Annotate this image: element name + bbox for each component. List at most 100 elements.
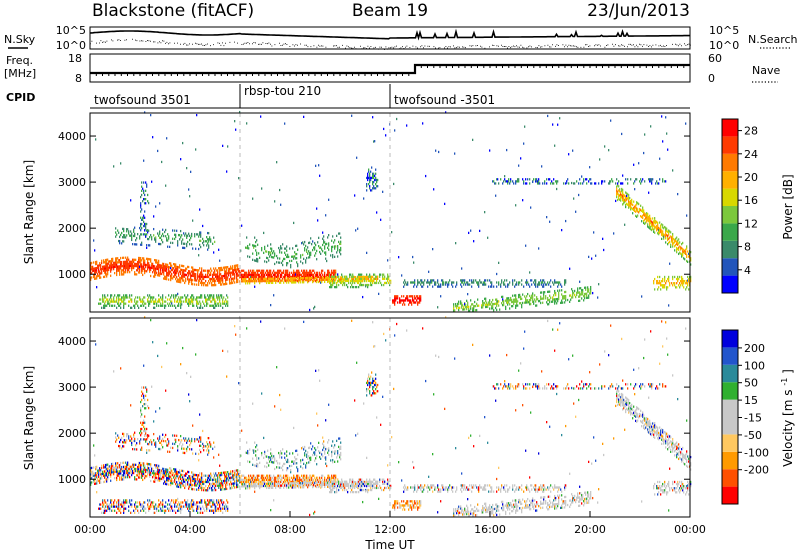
power-cell-2881 <box>493 285 495 288</box>
velocity-cell-1033 <box>193 477 195 481</box>
power-cell-1224 <box>212 296 214 299</box>
power-cell-1742 <box>278 277 280 280</box>
power-cell-38 <box>96 271 98 274</box>
velocity-cell-916 <box>182 484 184 487</box>
power-cell-1530 <box>253 275 255 279</box>
velocity-cell-711 <box>161 443 163 447</box>
power-cell-2595 <box>406 295 408 298</box>
power-cell-3177 <box>550 182 552 185</box>
power-cell-1897 <box>297 269 299 272</box>
power-cell-2988 <box>515 306 517 309</box>
power-cell-429 <box>138 263 140 266</box>
power-cell-880 <box>178 233 180 237</box>
power-cell-2452 <box>370 176 372 180</box>
velocity-cell-53 <box>98 507 100 510</box>
power-cell-1319 <box>222 268 224 272</box>
power-cell-948 <box>185 269 187 272</box>
power-cell-2887 <box>495 306 497 310</box>
power-cell-2109 <box>323 239 325 242</box>
power-cell-2834 <box>482 299 484 303</box>
velocity-cell-670 <box>157 354 159 358</box>
power-cell-1785 <box>284 251 286 254</box>
velocity-cell-245 <box>120 470 122 473</box>
power-cell-2453 <box>370 170 372 173</box>
velocity-cell-60 <box>99 507 101 510</box>
power-cell-2458 <box>371 279 373 283</box>
power-cell-3296 <box>579 293 581 296</box>
power-cell-447 <box>140 265 142 268</box>
power-cell-1968 <box>306 269 308 272</box>
power-cell-325 <box>127 271 129 274</box>
power-cell-122 <box>106 298 108 301</box>
power-cell-1142 <box>204 275 206 279</box>
power-cell-3270 <box>572 296 574 299</box>
power-cell-3160 <box>547 290 549 293</box>
power-cell-241 <box>119 242 121 245</box>
power-cell-3709 <box>668 304 670 307</box>
power-cell-1115 <box>201 279 203 283</box>
velocity-cell-786 <box>168 440 170 443</box>
power-cell-777 <box>168 278 170 281</box>
power-cell-3251 <box>565 297 567 300</box>
power-cell-1533 <box>253 269 255 272</box>
velocity-cell-687 <box>159 471 161 474</box>
power-cell-546 <box>145 197 147 201</box>
velocity-cell-584 <box>148 434 150 437</box>
power-cell-979 <box>188 304 190 307</box>
noise-strip-frame <box>89 26 691 50</box>
power-cell-3182 <box>552 298 554 301</box>
power-cell-854 <box>176 269 178 273</box>
velocity-cell-269 <box>122 505 124 508</box>
velocity-cell-1045 <box>194 440 196 443</box>
power-cell-773 <box>167 298 169 301</box>
power-cell-3118 <box>539 281 541 284</box>
power-cell-3149 <box>545 297 547 300</box>
power-cell-1368 <box>227 296 229 299</box>
power-cell-1872 <box>294 251 296 254</box>
velocity-cell-772 <box>167 507 169 510</box>
power-cell-1908 <box>298 281 300 284</box>
power-cell-703 <box>160 296 162 299</box>
velocity-cell-638 <box>154 463 156 467</box>
power-cell-563 <box>147 261 149 265</box>
velocity-cell-72 <box>101 466 103 470</box>
power-cell-2576 <box>400 299 402 302</box>
power-cell-2151 <box>328 276 330 279</box>
power-cell-49 <box>98 270 100 273</box>
power-cell-1919 <box>300 277 302 280</box>
power-cell-2357 <box>357 227 359 230</box>
velocity-cell-259 <box>121 465 123 469</box>
power-cell-2002 <box>309 241 311 244</box>
power-cell-768 <box>167 274 169 277</box>
velocity-cell-797 <box>170 475 172 478</box>
power-cell-2307 <box>348 281 350 285</box>
velocity-cell-14 <box>92 472 94 476</box>
power-cell-3429 <box>624 223 626 226</box>
power-cell-2345 <box>355 229 357 232</box>
velocity-cell-996 <box>190 483 192 486</box>
power-cell-3059 <box>528 301 530 304</box>
power-cell-3686 <box>666 233 668 237</box>
power-cell-3461 <box>630 202 632 205</box>
power-cell-1310 <box>221 275 223 278</box>
velocity-cell-444 <box>139 440 141 443</box>
power-cell-3766 <box>678 252 680 256</box>
velocity-cell-952 <box>185 501 187 504</box>
power-cell-1602 <box>261 269 263 272</box>
power-cell-1077 <box>198 279 200 282</box>
power-cell-2102 <box>322 237 324 240</box>
power-cell-238 <box>119 304 121 307</box>
power-cell-3731 <box>672 284 674 287</box>
power-cell-1161 <box>206 298 208 301</box>
velocity-cell-323 <box>126 435 128 438</box>
power-cell-66 <box>100 264 102 267</box>
power-cell-3659 <box>662 178 664 181</box>
power-cell-1497 <box>248 280 250 283</box>
velocity-cell-417 <box>137 474 139 477</box>
power-cell-1249 <box>214 298 216 301</box>
power-cell-1494 <box>248 273 250 277</box>
power-cell-1894 <box>297 275 299 279</box>
power-cell-3292 <box>578 182 580 185</box>
power-cell-1061 <box>196 298 198 301</box>
nsearch-label: N.Search <box>748 33 798 46</box>
